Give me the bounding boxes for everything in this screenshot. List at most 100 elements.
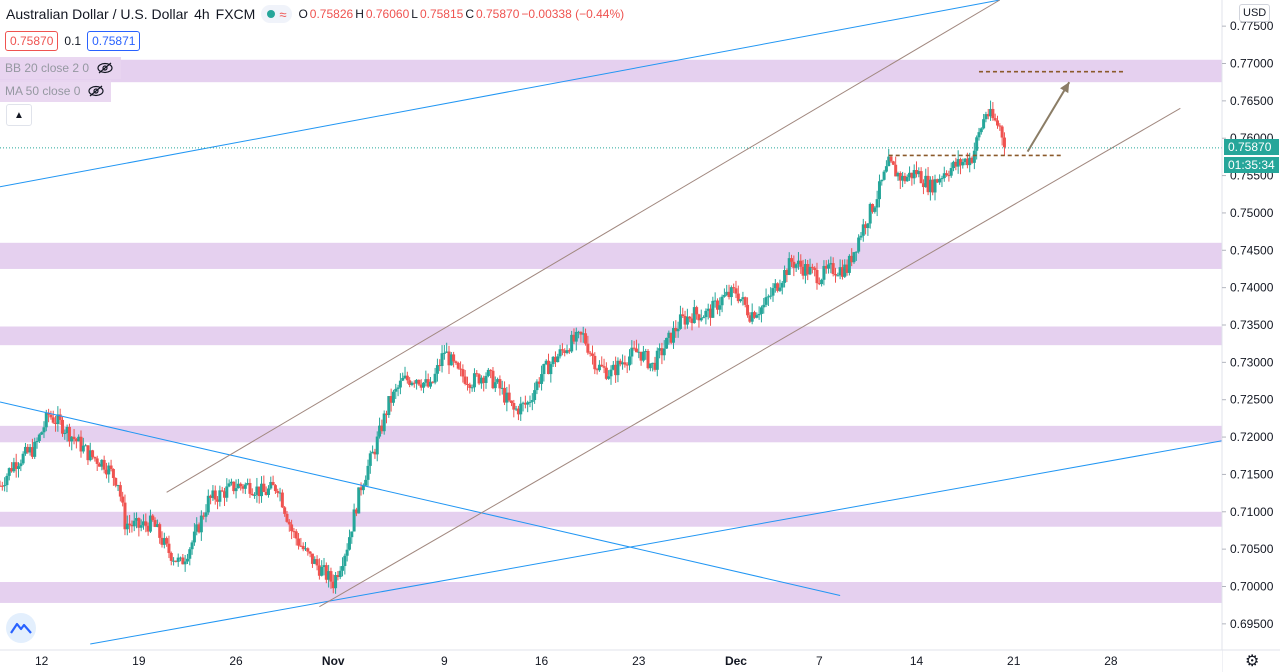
candle-body: [42, 427, 46, 433]
candle-body: [676, 328, 680, 332]
exchange-label: FXCM: [215, 6, 256, 22]
candle-body: [931, 179, 935, 193]
indicator-ma[interactable]: MA 50 close 0: [0, 80, 111, 102]
symbol-title[interactable]: Australian Dollar / U.S. Dollar: [6, 6, 189, 22]
candle-body: [975, 137, 979, 151]
candle-body: [93, 457, 97, 459]
candle-body: [549, 364, 553, 375]
candle-body: [634, 348, 638, 353]
candle-body: [144, 521, 148, 526]
candle-body: [486, 369, 490, 376]
candle-body: [905, 177, 909, 182]
candle-body: [796, 260, 800, 265]
candle-body: [653, 362, 657, 370]
candle-body: [868, 203, 872, 224]
collapse-legend-button[interactable]: ▲: [6, 104, 32, 126]
candle-body: [588, 352, 592, 354]
candle-body: [354, 509, 358, 514]
candle-body: [109, 465, 113, 469]
candle-body: [324, 565, 328, 580]
candle-body: [739, 299, 743, 302]
candle-body: [44, 412, 48, 428]
candle-body: [308, 551, 312, 554]
candle-body: [294, 531, 298, 539]
candle-body: [271, 481, 275, 486]
candle-body: [167, 543, 171, 553]
candle-body: [965, 158, 969, 166]
candle-body: [741, 297, 745, 300]
candle-body: [956, 159, 960, 167]
candle-body: [183, 561, 187, 565]
candle-body: [266, 488, 270, 495]
candle-body: [375, 436, 379, 455]
candle-body: [972, 150, 976, 163]
candle-body: [422, 382, 426, 388]
candle-body: [435, 365, 439, 374]
candle-body: [280, 492, 284, 508]
candle-body: [477, 374, 481, 384]
candle-body: [176, 557, 180, 562]
candle-body: [227, 483, 231, 487]
candle-body: [241, 486, 245, 489]
candle-body: [17, 466, 21, 469]
candle-body: [736, 293, 740, 302]
candle-body: [746, 304, 750, 316]
candle-body: [472, 373, 476, 388]
eye-off-icon[interactable]: [88, 85, 104, 97]
buy-button[interactable]: 0.75871: [87, 31, 141, 51]
candle-body: [491, 370, 495, 389]
candle-body: [829, 263, 833, 265]
candle-body: [479, 377, 483, 384]
candle-body: [683, 316, 687, 325]
candle-body: [604, 367, 608, 379]
candle-body: [290, 524, 294, 532]
gear-icon[interactable]: ⚙: [1245, 653, 1260, 670]
candle-body: [544, 360, 548, 364]
candle-body: [630, 347, 634, 357]
sr-zone: [0, 511, 1222, 527]
candle-body: [882, 171, 886, 180]
candle-body: [595, 369, 599, 371]
y-tick-label: 0.77500: [1230, 19, 1274, 33]
candle-body: [845, 264, 849, 273]
candle-body: [128, 523, 132, 525]
interval-label[interactable]: 4h: [194, 6, 210, 22]
candle-body: [662, 348, 666, 356]
candle-body: [952, 161, 956, 169]
candle-body: [345, 549, 349, 556]
candle-body: [67, 426, 71, 442]
candle-body: [771, 288, 775, 296]
candle-body: [459, 368, 463, 370]
candle-body: [632, 347, 636, 349]
currency-button[interactable]: USD: [1239, 4, 1271, 22]
candle-body: [928, 179, 932, 193]
candle-body: [526, 402, 530, 405]
indicator-bb[interactable]: BB 20 close 2 0: [0, 57, 121, 79]
trend-line-falling-blue: [0, 401, 841, 596]
candle-body: [801, 266, 805, 276]
candle-body: [371, 451, 375, 454]
candle-body: [984, 114, 988, 120]
last-price-tag: 0.75870: [1224, 139, 1279, 155]
candle-body: [211, 490, 215, 498]
candle-body: [658, 348, 662, 351]
candle-body: [264, 491, 268, 495]
candle-body: [213, 490, 217, 500]
candle-body: [74, 439, 78, 442]
candle-body: [466, 383, 470, 385]
candle-body: [336, 575, 340, 578]
candle-body: [560, 349, 564, 351]
eye-off-icon[interactable]: [97, 62, 113, 74]
tradingview-logo-icon[interactable]: [6, 613, 36, 643]
sell-button[interactable]: 0.75870: [5, 31, 59, 51]
candle-body: [785, 270, 789, 276]
candle-body: [1002, 137, 1006, 148]
market-status-pill[interactable]: ≈: [261, 5, 293, 23]
candle-body: [102, 459, 106, 470]
sr-zone: [0, 425, 1222, 443]
candle-body: [146, 525, 150, 532]
candle-body: [764, 297, 768, 305]
candle-body: [512, 403, 516, 410]
candle-body: [364, 479, 368, 486]
